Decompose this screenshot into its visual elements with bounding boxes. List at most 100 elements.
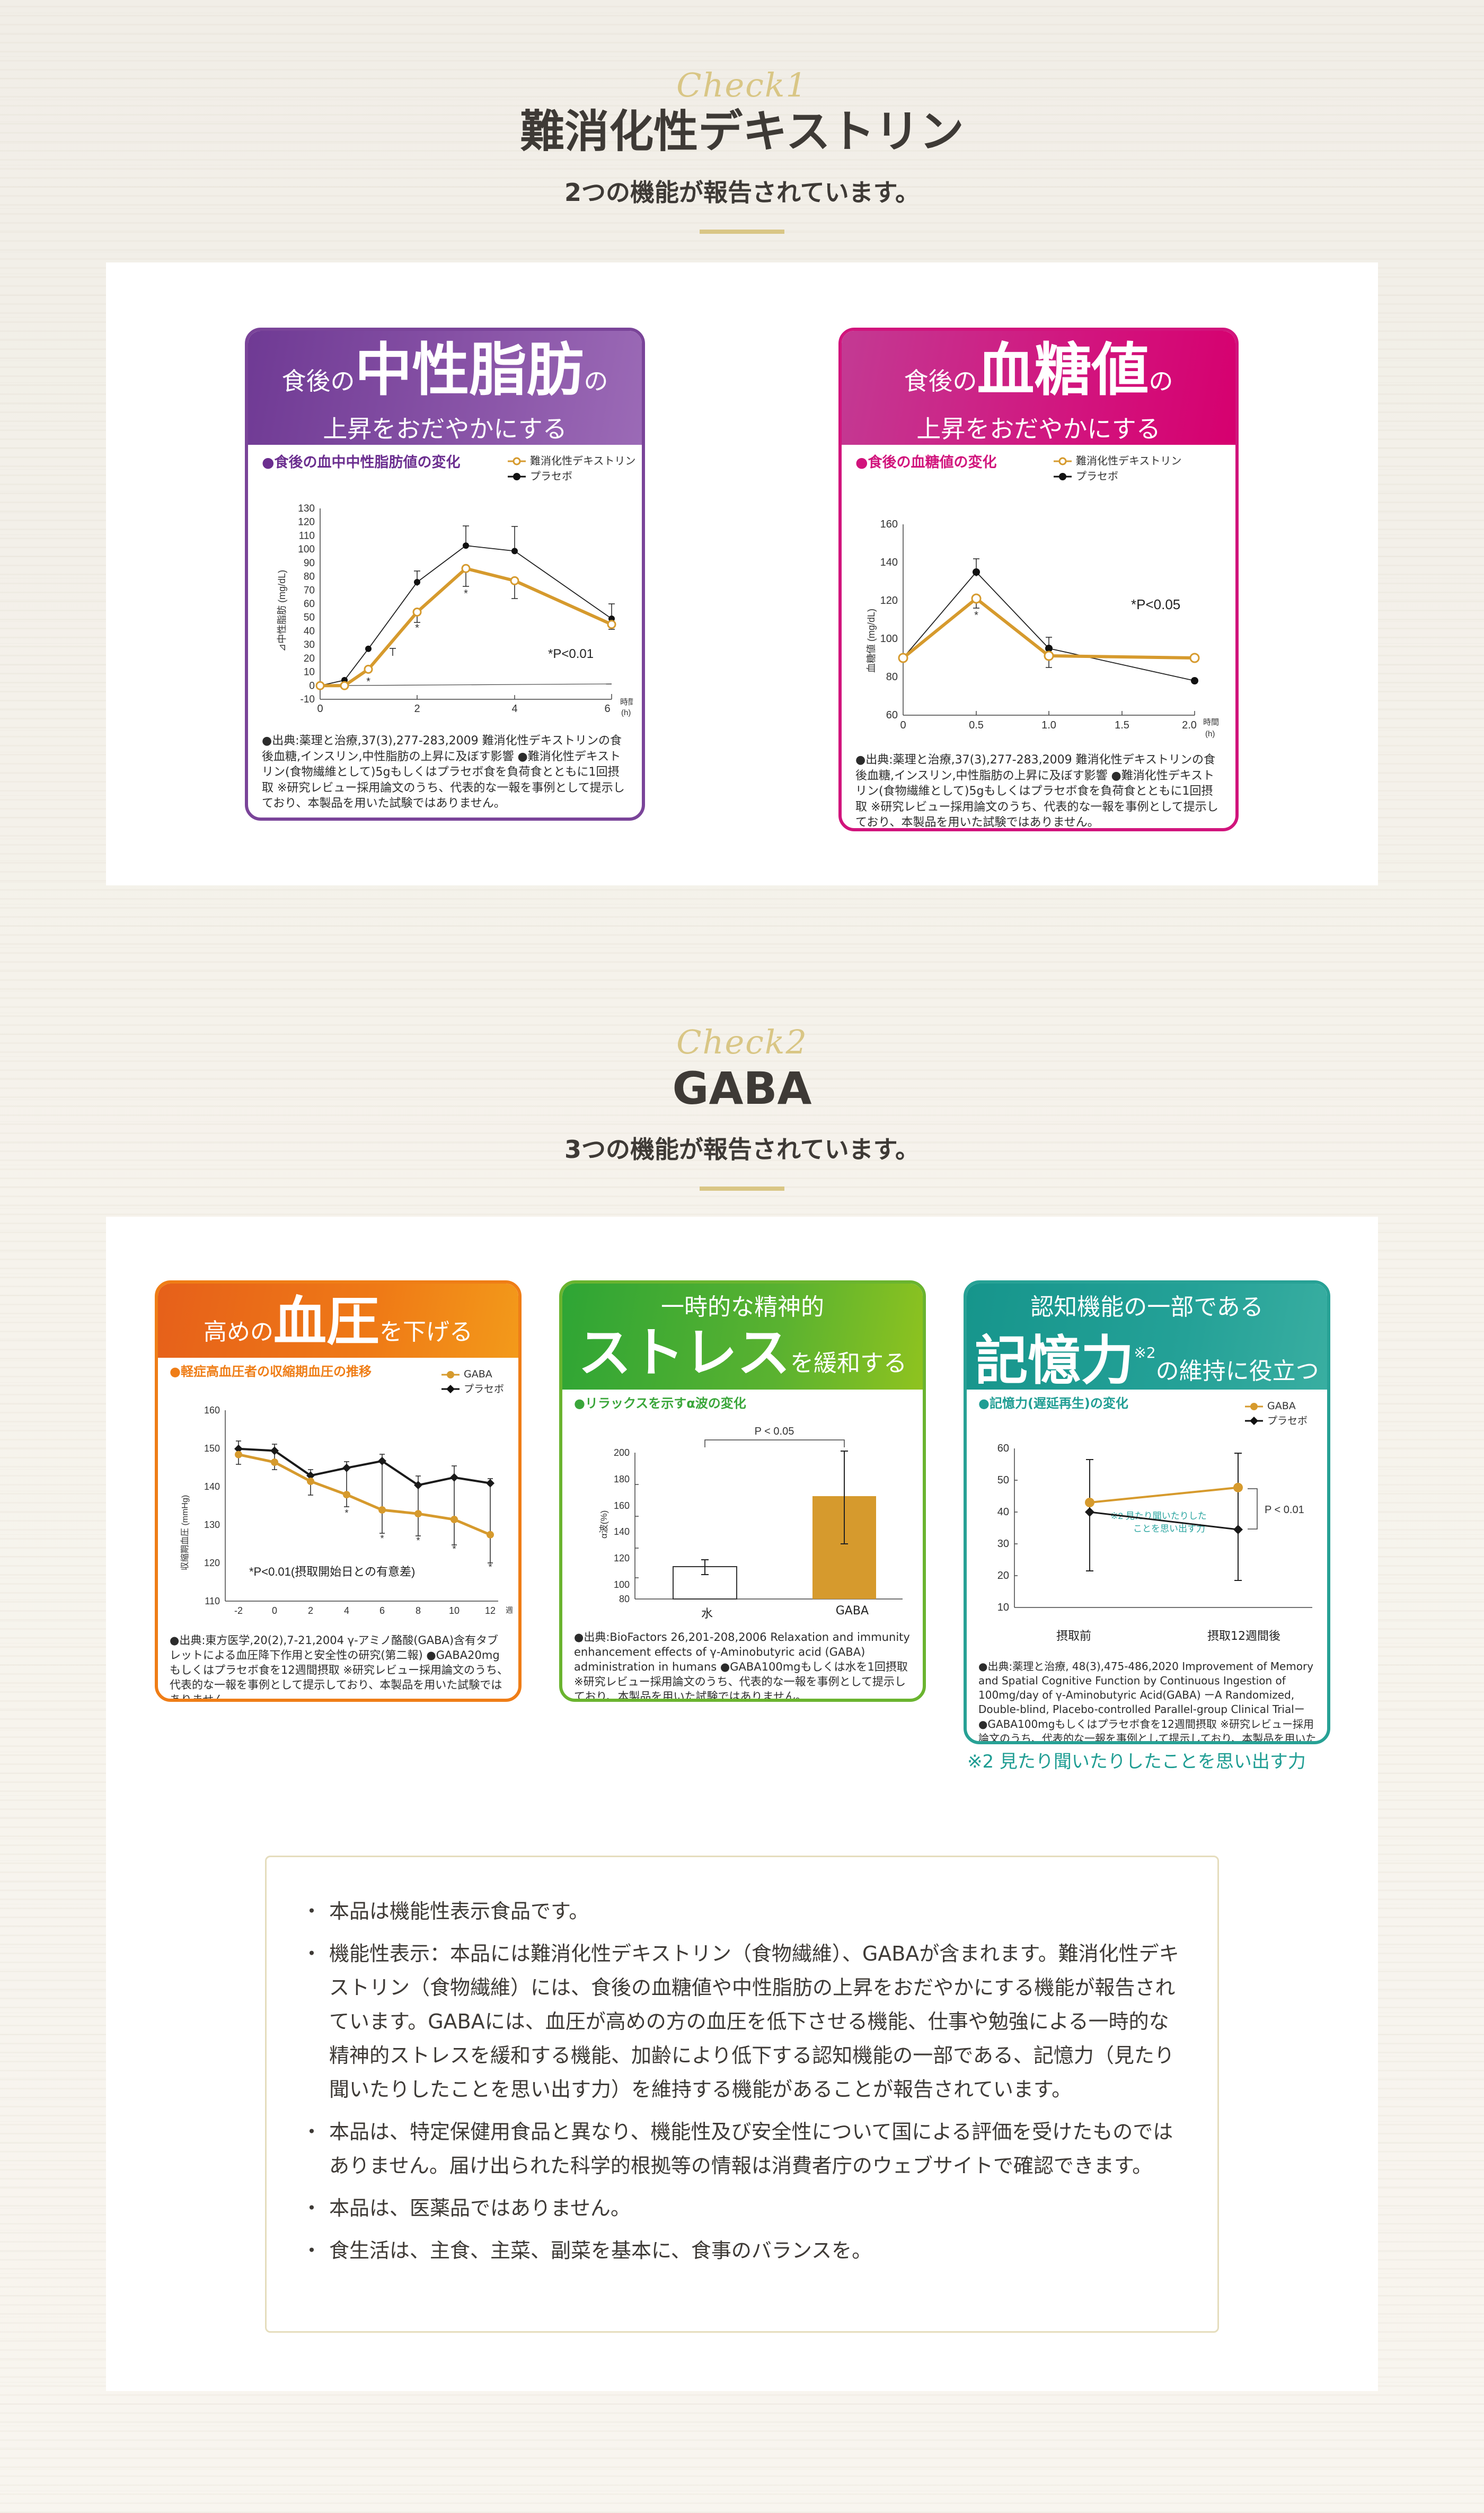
card-body: ●軽症高血圧者の収縮期血圧の推移 GABA プラセボ 160 150 140 130 1…	[158, 1358, 518, 1702]
svg-text:40: 40	[997, 1506, 1009, 1518]
x-axis-categories: 摂取前 摂取12週間後	[1056, 1629, 1280, 1643]
svg-text:50: 50	[997, 1474, 1009, 1486]
header-pre: 食後の	[904, 367, 977, 396]
diamond-marker-icon	[1245, 1417, 1263, 1426]
check-label: Check1	[676, 66, 808, 104]
legend-item-placebo: プラセボ	[508, 469, 635, 484]
svg-text:40: 40	[304, 626, 315, 637]
citation: ●出典:東方医学,20(2),7-21,2004 γ-アミノ酪酸(GABA)含有…	[170, 1633, 508, 1702]
significance-bracket	[1248, 1488, 1258, 1530]
svg-text:120: 120	[204, 1558, 220, 1568]
svg-text:60: 60	[997, 1443, 1009, 1454]
chart-title: ●軽症高血圧者の収縮期血圧の推移	[170, 1364, 372, 1379]
section-subtitle: 3つの機能が報告されています。	[564, 1135, 920, 1164]
memory-footnote: ※2 見たり聞いたりしたことを思い出す力	[967, 1751, 1306, 1772]
header-line1: 認知機能の一部である	[1030, 1294, 1264, 1321]
card-blood-pressure: 高めの血圧を下げる ●軽症高血圧者の収縮期血圧の推移 GABA プラセボ 160…	[155, 1280, 522, 1702]
y-axis-label: α波(%)	[599, 1510, 609, 1539]
overlay-footnote-line1: ※2 見たり聞いたりした	[1110, 1511, 1206, 1521]
svg-text:120: 120	[614, 1553, 630, 1563]
x-axis-unit: (h)	[621, 708, 631, 717]
open-circle-marker-icon	[1054, 457, 1072, 465]
svg-text:0: 0	[272, 1605, 277, 1616]
svg-text:110: 110	[205, 1596, 220, 1606]
svg-text:30: 30	[304, 639, 315, 651]
header-emphasis: ストレス	[578, 1322, 790, 1384]
svg-text:130: 130	[298, 503, 315, 514]
card-body: ●記憶力(遅延再生)の変化 GABA プラセボ 60 50 40 30 20 10	[967, 1390, 1327, 1741]
header-post: の	[1149, 367, 1173, 396]
svg-text:50: 50	[304, 612, 315, 623]
memory-line-chart: 60 50 40 30 20 10 ※2 見たり聞いたりした ことを思い出す力 P < 0…	[997, 1443, 1312, 1613]
filled-circle-marker-icon	[1054, 472, 1072, 480]
svg-text:150: 150	[204, 1443, 220, 1454]
x-axis-categories: 水 GABA	[701, 1604, 869, 1621]
header-line2: 上昇をおだやかにする	[916, 415, 1161, 443]
header-emphasis: 血圧	[273, 1290, 379, 1352]
svg-text:-2: -2	[234, 1605, 243, 1616]
card-header: 一時的な精神的 ストレスを緩和する	[562, 1284, 923, 1390]
header-post: の維持に役立つ	[1155, 1358, 1319, 1385]
card-header: 食後の中性脂肪の 上昇をおだやかにする	[248, 331, 642, 445]
disclaimer-item: 食生活は、主食、主菜、副菜を基本に、食事のバランスを。	[302, 2234, 1186, 2268]
citation: ●出典:薬理と治療,37(3),277-283,2009 難消化性デキストリンの…	[855, 753, 1218, 830]
chart-legend: 難消化性デキストリン プラセボ	[1054, 453, 1181, 484]
header-pre: 食後の	[281, 367, 355, 396]
svg-text:12: 12	[485, 1605, 496, 1616]
svg-text:1.0: 1.0	[1041, 719, 1056, 731]
svg-text:4: 4	[344, 1605, 349, 1616]
section-subtitle: 2つの機能が報告されています。	[564, 178, 920, 207]
filled-circle-marker-icon	[1245, 1402, 1263, 1410]
header-line1: 一時的な精神的	[661, 1294, 824, 1321]
card-body: ●食後の血糖値の変化 難消化性デキストリン プラセボ 160 140 120 100 8…	[842, 445, 1235, 830]
card-header: 認知機能の一部である 記憶力※2の維持に役立つ	[967, 1284, 1327, 1390]
svg-text:140: 140	[880, 557, 898, 568]
svg-text:1.5: 1.5	[1115, 719, 1129, 731]
significance-note: *P<0.01	[548, 647, 594, 661]
blood-pressure-line-chart: 160 150 140 130 120 110 -2 0 2 4 6 8 10 12 週 収縮期血圧 (…	[180, 1405, 513, 1616]
chart-title: ●リラックスを示すα波の変化	[574, 1396, 746, 1411]
diamond-marker-icon	[441, 1385, 460, 1394]
disclaimer-item: 本品は、医薬品ではありません。	[302, 2191, 1186, 2225]
check-label: Check2	[676, 1023, 808, 1061]
overlay-footnote-line2: ことを思い出す力	[1133, 1524, 1205, 1534]
svg-text:4: 4	[511, 703, 517, 715]
legend-item-gaba: GABA	[441, 1367, 504, 1382]
disclaimer-item: 機能性表示：本品には難消化性デキストリン（食物繊維）、GABAが含まれます。難消…	[302, 1937, 1186, 2106]
svg-text:160: 160	[204, 1405, 220, 1416]
legend-item-placebo: プラセボ	[1054, 469, 1181, 484]
x-axis-label: 時間	[620, 698, 633, 707]
y-axis-label: ⊿中性脂肪 (mg/dL)	[277, 570, 287, 652]
svg-text:*: *	[344, 1508, 348, 1518]
svg-text:6: 6	[604, 703, 610, 715]
header-line2: 上昇をおだやかにする	[323, 415, 567, 443]
svg-text:90: 90	[304, 558, 315, 569]
card-blood-glucose: 食後の血糖値の 上昇をおだやかにする ●食後の血糖値の変化 難消化性デキストリン…	[838, 328, 1239, 831]
svg-text:*: *	[488, 1562, 492, 1572]
svg-text:80: 80	[304, 572, 315, 583]
svg-text:*: *	[974, 610, 978, 621]
chart-legend: 難消化性デキストリン プラセボ	[508, 453, 635, 484]
svg-text:10: 10	[997, 1602, 1009, 1613]
blood-glucose-line-chart: 160 140 120 100 80 60 0 0.5 1.0 1.5 2.0 時間 (h) 血糖…	[866, 519, 1219, 739]
svg-text:60: 60	[886, 709, 898, 721]
svg-text:60: 60	[304, 599, 315, 610]
svg-text:80: 80	[886, 671, 898, 683]
svg-text:0: 0	[900, 719, 906, 731]
footnote-marker: ※2	[1134, 1344, 1156, 1361]
svg-text:120: 120	[880, 595, 898, 607]
significance-bracket	[704, 1439, 845, 1447]
header-post: を下げる	[379, 1319, 473, 1346]
legend-item-gaba: GABA	[1245, 1399, 1308, 1414]
legend-item-placebo: プラセボ	[1245, 1414, 1308, 1429]
svg-text:2.0: 2.0	[1182, 719, 1197, 731]
svg-text:8: 8	[416, 1605, 421, 1616]
svg-text:130: 130	[204, 1519, 220, 1530]
legend-item-placebo: プラセボ	[441, 1382, 504, 1397]
legend-item-dextrin: 難消化性デキストリン	[508, 453, 635, 469]
header-pre: 高めの	[204, 1319, 273, 1346]
significance-note: *P<0.05	[1131, 596, 1180, 612]
significance-note: *P<0.01(摂取開始日との有意差)	[249, 1565, 415, 1578]
card-stress: 一時的な精神的 ストレスを緩和する ●リラックスを示すα波の変化 200 180 1…	[559, 1280, 926, 1702]
svg-text:180: 180	[614, 1474, 630, 1484]
